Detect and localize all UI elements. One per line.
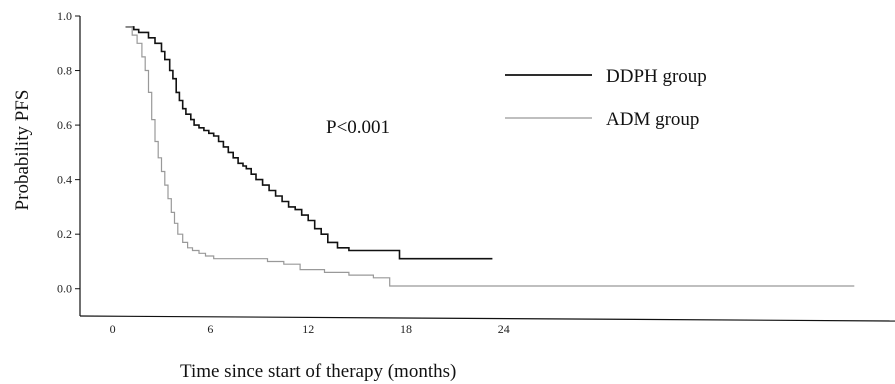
- x-tick-label: 18: [400, 322, 412, 336]
- series-layer: [125, 26, 855, 287]
- legend-label-adm: ADM group: [606, 109, 699, 130]
- x-tick-label: 6: [207, 322, 213, 336]
- x-tick-label: 12: [302, 322, 314, 336]
- x-tick-label: 0: [110, 322, 116, 336]
- series-line-ddph: [125, 26, 493, 260]
- p-value-annotation: P<0.001: [326, 117, 390, 138]
- legend-label-ddph: DDPH group: [606, 66, 707, 87]
- x-axis-line: [79, 315, 895, 322]
- x-ticks: 0 6 12 18 24: [110, 322, 510, 336]
- y-tick-label: 0.4: [57, 173, 72, 187]
- y-tick-label: 0.8: [57, 64, 72, 78]
- axes: [79, 16, 895, 322]
- y-ticks: 0.0 0.2 0.4 0.6 0.8 1.0: [57, 9, 80, 296]
- y-axis-title: Probability PFS: [12, 90, 33, 211]
- x-axis-title: Time since start of therapy (months): [180, 361, 456, 382]
- y-tick-label: 0.0: [57, 282, 72, 296]
- y-tick-label: 0.6: [57, 118, 72, 132]
- x-tick-label: 24: [498, 322, 510, 336]
- legend: DDPH group ADM group: [505, 66, 707, 130]
- y-tick-label: 1.0: [57, 9, 72, 23]
- y-tick-label: 0.2: [57, 227, 72, 241]
- series-line-adm: [125, 26, 855, 287]
